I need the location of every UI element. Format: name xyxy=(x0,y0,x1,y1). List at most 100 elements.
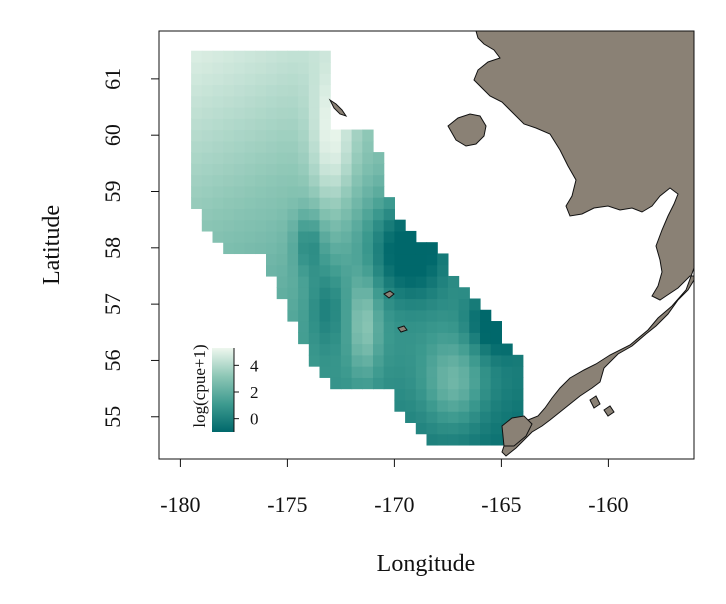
grid-cell xyxy=(244,50,256,63)
grid-cell xyxy=(298,230,310,243)
grid-cell xyxy=(447,422,460,435)
grid-cell xyxy=(480,366,492,378)
grid-cell xyxy=(383,366,395,378)
grid-cell xyxy=(244,219,256,232)
grid-cell xyxy=(490,411,502,423)
grid-cell xyxy=(276,275,288,288)
grid-cell xyxy=(426,422,438,435)
grid-cell xyxy=(383,208,395,221)
grid-cell xyxy=(223,185,235,198)
grid-cell xyxy=(458,332,470,345)
grid-cell xyxy=(319,163,331,176)
grid-cell xyxy=(415,377,428,390)
grid-cell xyxy=(405,321,417,333)
grid-cell xyxy=(383,253,395,266)
grid-cell xyxy=(319,174,331,187)
grid-cell xyxy=(394,253,406,266)
grid-cell xyxy=(319,140,331,153)
grid-cell xyxy=(308,208,321,221)
alaska-coastline xyxy=(328,31,694,457)
grid-cell xyxy=(437,275,449,288)
grid-cell xyxy=(469,377,481,390)
grid-cell xyxy=(308,253,321,266)
grid-cell xyxy=(373,343,385,356)
grid-cell xyxy=(233,242,246,255)
grid-cell xyxy=(362,275,374,288)
grid-cell xyxy=(490,343,502,356)
grid-cell xyxy=(212,50,224,63)
nunivak-island xyxy=(447,113,487,147)
grid-cell xyxy=(490,366,502,378)
grid-cell xyxy=(298,152,310,164)
grid-cell xyxy=(212,208,224,221)
mainland xyxy=(473,31,694,457)
grid-cell xyxy=(191,95,203,108)
grid-cell xyxy=(319,287,331,300)
grid-cell xyxy=(426,388,438,401)
legend-tick-label: 0 xyxy=(250,410,259,429)
grid-cell xyxy=(330,309,342,322)
grid-cell xyxy=(394,242,406,255)
grid-cell xyxy=(266,50,278,63)
grid-cell xyxy=(308,354,321,367)
grid-cell xyxy=(201,219,214,232)
grid-cell xyxy=(287,264,299,277)
x-axis: -180 -175 -170 -165 -160 xyxy=(160,459,629,517)
grid-cell xyxy=(501,354,513,367)
grid-cell xyxy=(201,129,214,142)
grid-cell xyxy=(201,84,214,97)
grid-cell xyxy=(298,332,310,345)
grid-cell xyxy=(437,264,449,277)
grid-cell xyxy=(458,309,470,322)
grid-cell xyxy=(426,354,438,367)
grid-cell xyxy=(394,287,406,300)
grid-cell xyxy=(383,230,395,243)
grid-cell xyxy=(405,377,417,390)
grid-cell xyxy=(266,219,278,232)
grid-cell xyxy=(405,343,417,356)
grid-cell xyxy=(373,309,385,322)
grid-cell xyxy=(469,399,481,412)
grid-cell xyxy=(319,107,331,119)
grid-cell xyxy=(437,309,449,322)
grid-cell xyxy=(340,287,353,300)
grid-cell xyxy=(437,422,449,435)
grid-cell xyxy=(330,366,342,378)
grid-cell xyxy=(319,152,331,164)
grid-cell xyxy=(223,50,235,63)
grid-cell xyxy=(191,140,203,153)
grid-cell xyxy=(191,129,203,142)
grid-cell xyxy=(362,185,374,198)
grid-cell xyxy=(330,219,342,232)
grid-cell xyxy=(308,129,321,142)
grid-cell xyxy=(233,152,246,164)
grid-cell xyxy=(340,253,353,266)
grid-cell xyxy=(373,298,385,311)
y-tick-label: 58 xyxy=(100,237,125,259)
grid-cell xyxy=(233,129,246,142)
grid-cell xyxy=(201,152,214,164)
grid-cell xyxy=(469,411,481,423)
grid-cell xyxy=(319,343,331,356)
grid-cell xyxy=(351,140,363,153)
grid-cell xyxy=(319,264,331,277)
grid-cell xyxy=(212,140,224,153)
grid-cell xyxy=(233,185,246,198)
grid-cell xyxy=(469,366,481,378)
grid-cell xyxy=(223,208,235,221)
grid-cell xyxy=(308,287,321,300)
grid-cell xyxy=(319,242,331,255)
grid-cell xyxy=(394,366,406,378)
grid-cell xyxy=(340,163,353,176)
x-tick-label: -165 xyxy=(481,492,521,517)
grid-cell xyxy=(362,208,374,221)
grid-cell xyxy=(266,140,278,153)
y-axis-title: Latitude xyxy=(39,205,65,285)
grid-cell xyxy=(244,174,256,187)
grid-cell xyxy=(244,95,256,108)
unimak-island xyxy=(501,415,533,447)
grid-cell xyxy=(319,61,331,74)
grid-cell xyxy=(330,230,342,243)
grid-cell xyxy=(373,321,385,333)
grid-cell xyxy=(351,332,363,345)
